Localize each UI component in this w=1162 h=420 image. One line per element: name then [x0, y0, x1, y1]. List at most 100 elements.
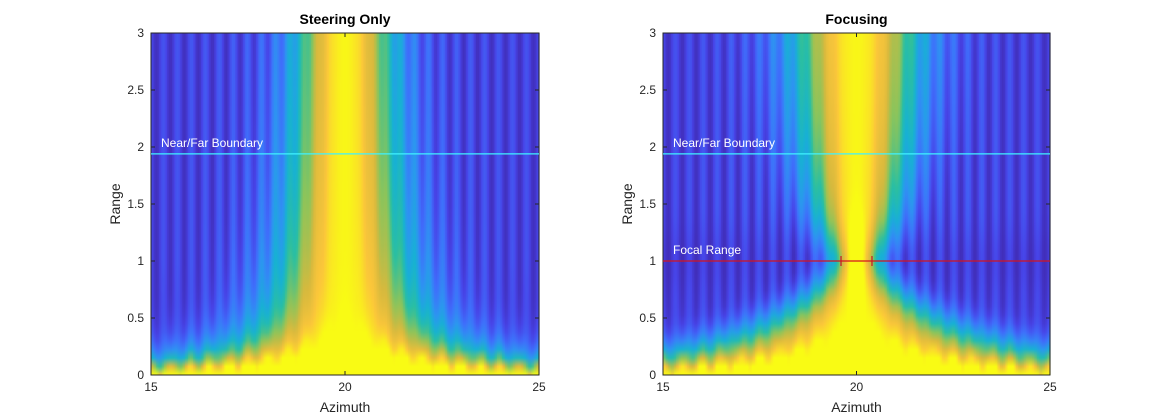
heatmap-column	[804, 33, 808, 375]
heatmap-column	[257, 33, 260, 375]
heatmap-column	[672, 33, 675, 375]
heatmap-column	[472, 33, 475, 375]
heatmap-column	[762, 33, 766, 375]
heatmap-column	[251, 33, 254, 375]
heatmap-column	[399, 33, 403, 375]
heatmap-column	[222, 33, 225, 375]
heatmap-column	[505, 33, 508, 375]
heatmap-column	[991, 33, 995, 375]
heatmap-column	[283, 33, 286, 375]
heatmap-column	[186, 33, 189, 375]
heatmap-column	[273, 33, 277, 375]
heatmap-column	[712, 33, 716, 375]
heatmap-column	[302, 33, 306, 375]
heatmap-column	[395, 33, 398, 375]
heatmap-column	[750, 33, 753, 375]
heatmap-column	[906, 33, 909, 375]
heatmap-column	[1004, 33, 1008, 375]
heatmap-column	[1033, 33, 1037, 375]
heatmap-column	[924, 33, 927, 375]
heatmap-column	[1037, 33, 1040, 375]
heatmap-column	[922, 33, 925, 375]
heatmap-column	[244, 33, 247, 375]
heatmap-column	[511, 33, 514, 375]
heatmap-column	[199, 33, 202, 375]
heatmap-column	[737, 33, 740, 375]
heatmap-column	[975, 33, 979, 375]
heatmap-column	[745, 33, 748, 375]
heatmap-column	[964, 33, 967, 375]
heatmap-column	[900, 33, 903, 375]
heatmap-column	[162, 33, 165, 375]
heatmap-column	[848, 33, 851, 375]
heatmap-column	[966, 33, 969, 375]
heatmap-column	[524, 33, 527, 375]
heatmap-column	[469, 33, 472, 375]
heatmap-column	[259, 33, 262, 375]
heatmap-column	[383, 33, 387, 375]
heatmap-column	[729, 33, 732, 375]
heatmap-column	[891, 33, 895, 375]
heatmap-column	[366, 33, 369, 375]
heatmap-column	[445, 33, 448, 375]
heatmap-column	[458, 33, 461, 375]
heatmap-column	[338, 33, 341, 375]
heatmap-column	[909, 33, 912, 375]
heatmap-column	[235, 33, 238, 375]
heatmap-column	[196, 33, 199, 375]
heatmap-column	[724, 33, 727, 375]
heatmap-column	[225, 33, 228, 375]
heatmap-column	[312, 33, 315, 375]
heatmap-column	[722, 33, 725, 375]
heatmap-column	[753, 33, 756, 375]
heatmap-column	[467, 33, 471, 375]
heatmap-column	[422, 33, 425, 375]
heatmap-column	[218, 33, 222, 375]
heatmap-column	[437, 33, 440, 375]
heatmap-column	[448, 33, 451, 375]
y-tick-label: 0	[649, 368, 656, 382]
heatmap-column	[325, 33, 328, 375]
heatmap-column	[912, 33, 916, 375]
heatmap-column	[979, 33, 982, 375]
heatmap-column	[262, 33, 265, 375]
heatmap-column	[880, 33, 883, 375]
heatmap-column	[970, 33, 974, 375]
heatmap-column	[212, 33, 215, 375]
heatmap-column	[821, 33, 824, 375]
heatmap-column	[846, 33, 850, 375]
heatmap-column	[895, 33, 898, 375]
heatmap-column	[990, 33, 993, 375]
heatmap-column	[809, 33, 812, 375]
heatmap-column	[239, 33, 243, 375]
heatmap-column	[995, 33, 998, 375]
heatmap-column	[817, 33, 821, 375]
heatmap-column	[838, 33, 841, 375]
heatmap-column	[851, 33, 854, 375]
heatmap-column	[921, 33, 924, 375]
heatmap-column	[207, 33, 210, 375]
heatmap-column	[700, 33, 703, 375]
heatmap-column	[246, 33, 249, 375]
heatmap-column	[335, 33, 338, 375]
heatmap-column	[454, 33, 458, 375]
heatmap-column	[506, 33, 509, 375]
heatmap-column	[291, 33, 294, 375]
x-axis-label: Azimuth	[320, 399, 371, 415]
heatmap-column	[215, 33, 218, 375]
heatmap-column	[330, 33, 333, 375]
heatmap-column	[759, 33, 762, 375]
heatmap-column	[787, 33, 790, 375]
heatmap-column	[490, 33, 493, 375]
heatmap-column	[349, 33, 353, 375]
heatmap-column	[341, 33, 344, 375]
heatmap-column	[359, 33, 362, 375]
heatmap-column	[953, 33, 956, 375]
heatmap-column	[850, 33, 853, 375]
heatmap-column	[351, 33, 354, 375]
heatmap-column	[205, 33, 209, 375]
heatmap-column	[503, 33, 506, 375]
heatmap-column	[704, 33, 708, 375]
heatmap-column	[453, 33, 456, 375]
heatmap-column	[1006, 33, 1009, 375]
